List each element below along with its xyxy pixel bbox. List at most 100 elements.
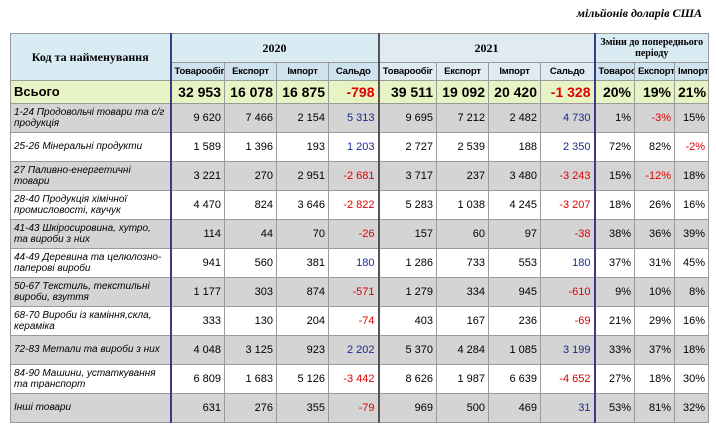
row-value: 1 203 [328, 132, 379, 162]
row-value: 18% [593, 190, 635, 220]
table-row: 44-49 Деревина та целюлозно-паперові вир… [10, 248, 710, 278]
row-value: 1 085 [488, 335, 541, 365]
row-value: 631 [170, 393, 225, 423]
table-row: 1-24 Продовольчі товари та с/г продукція… [10, 103, 710, 133]
row-value: 1 683 [224, 364, 277, 394]
row-value: 9 695 [377, 103, 437, 133]
row-value: -12% [634, 161, 675, 191]
row-value: 114 [170, 219, 225, 249]
subheader-cell: Сальдо [328, 62, 379, 81]
total-value: 32 953 [170, 80, 225, 104]
subheader-cell: Експорт [634, 62, 675, 81]
total-value: -1 328 [540, 80, 595, 104]
row-value: 824 [224, 190, 277, 220]
total-label: Всього [10, 80, 172, 104]
subheader-cell: Експорт [224, 62, 277, 81]
row-value: -69 [540, 306, 595, 336]
row-value: 236 [488, 306, 541, 336]
table-row: 72-83 Метали та вироби з них 4 048 3 125 92… [10, 335, 710, 365]
row-label: 50-67 Текстиль, текстильні вироби, взутт… [10, 277, 172, 307]
row-value: 7 212 [436, 103, 489, 133]
row-value: 33% [593, 335, 635, 365]
row-value: 500 [436, 393, 489, 423]
row-value: 31% [634, 248, 675, 278]
row-value: 15% [593, 161, 635, 191]
row-value: 31 [540, 393, 595, 423]
total-value: 20 420 [488, 80, 541, 104]
row-value: 3 125 [224, 335, 277, 365]
row-value: 4 245 [488, 190, 541, 220]
row-value: 1 286 [377, 248, 437, 278]
row-label: Інші товари [10, 393, 172, 423]
row-value: 36% [634, 219, 675, 249]
row-value: -571 [328, 277, 379, 307]
row-value: 157 [377, 219, 437, 249]
row-value: 560 [224, 248, 277, 278]
subheader-cell: Імпорт [488, 62, 541, 81]
row-value: 82% [634, 132, 675, 162]
row-value: 2 202 [328, 335, 379, 365]
row-value: -2 681 [328, 161, 379, 191]
row-value: 6 639 [488, 364, 541, 394]
row-value: 2 482 [488, 103, 541, 133]
total-value: 20% [593, 80, 635, 104]
row-value: 18% [673, 335, 710, 365]
row-value: 1 038 [436, 190, 489, 220]
row-value: 1 987 [436, 364, 489, 394]
row-value: 270 [224, 161, 277, 191]
total-value: -798 [328, 80, 379, 104]
row-value: 237 [436, 161, 489, 191]
row-value: 969 [377, 393, 437, 423]
row-value: 333 [170, 306, 225, 336]
header-year-2021: 2021 [377, 33, 595, 63]
row-value: -3 243 [540, 161, 595, 191]
row-value: 874 [276, 277, 329, 307]
row-value: 180 [540, 248, 595, 278]
row-value: 276 [224, 393, 277, 423]
row-value: 9% [593, 277, 635, 307]
row-value: 5 313 [328, 103, 379, 133]
header-year-2020: 2020 [170, 33, 379, 63]
row-value: 303 [224, 277, 277, 307]
total-value: 19% [634, 80, 675, 104]
row-value: -74 [328, 306, 379, 336]
row-value: 941 [170, 248, 225, 278]
total-value: 16 875 [276, 80, 329, 104]
row-value: 2 539 [436, 132, 489, 162]
row-value: 53% [593, 393, 635, 423]
row-value: 167 [436, 306, 489, 336]
row-value: 44 [224, 219, 277, 249]
row-value: -26 [328, 219, 379, 249]
row-label: 25-26 Мінеральні продукти [10, 132, 172, 162]
table-row: 28-40 Продукція хімічної промисловості, … [10, 190, 710, 220]
subheader-cell: Товарообіг [170, 62, 225, 81]
row-label: 28-40 Продукція хімічної промисловості, … [10, 190, 172, 220]
row-value: 3 221 [170, 161, 225, 191]
row-value: 37% [593, 248, 635, 278]
table-row: 50-67 Текстиль, текстильні вироби, взутт… [10, 277, 710, 307]
row-value: -2% [673, 132, 710, 162]
row-value: 1 177 [170, 277, 225, 307]
row-value: 193 [276, 132, 329, 162]
row-value: 2 951 [276, 161, 329, 191]
row-value: 1 589 [170, 132, 225, 162]
row-value: -38 [540, 219, 595, 249]
row-value: 553 [488, 248, 541, 278]
row-value: 5 283 [377, 190, 437, 220]
table-row: 27 Паливно-енергетичні товари 3 221 270 2 9… [10, 161, 710, 191]
row-value: 5 370 [377, 335, 437, 365]
row-value: -3% [634, 103, 675, 133]
row-value: 130 [224, 306, 277, 336]
row-value: 60 [436, 219, 489, 249]
row-value: 9 620 [170, 103, 225, 133]
header-change: Зміни до попереднього періоду [593, 33, 710, 63]
row-value: 8% [673, 277, 710, 307]
row-label: 84-90 Машини, устаткування та транспорт [10, 364, 172, 394]
row-value: 29% [634, 306, 675, 336]
row-value: 32% [673, 393, 710, 423]
row-label: 44-49 Деревина та целюлозно-паперові вир… [10, 248, 172, 278]
subheader-cell: Товарообіг [593, 62, 635, 81]
row-value: 1 279 [377, 277, 437, 307]
row-value: 381 [276, 248, 329, 278]
total-value: 21% [673, 80, 710, 104]
